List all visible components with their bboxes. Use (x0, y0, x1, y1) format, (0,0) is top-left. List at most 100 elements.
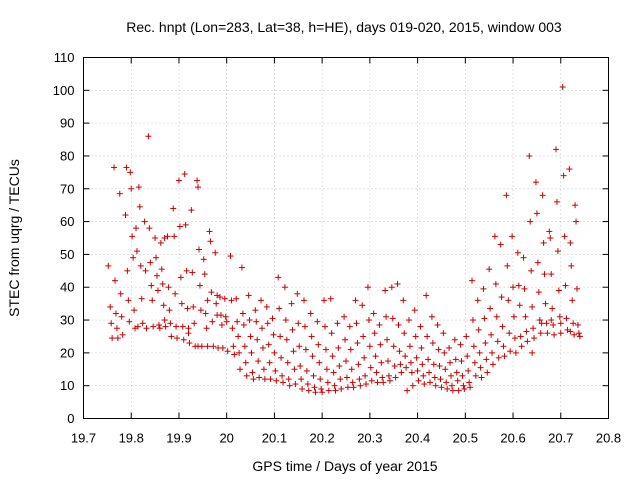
data-point (523, 328, 530, 335)
data-point (234, 318, 241, 325)
data-point (348, 366, 355, 373)
data-point (148, 282, 155, 289)
data-point (477, 364, 484, 371)
data-point (401, 330, 408, 337)
data-point (284, 359, 291, 366)
data-point (409, 382, 416, 389)
data-point (372, 353, 379, 360)
data-point (237, 366, 244, 373)
data-point (539, 192, 546, 199)
data-point (434, 321, 441, 328)
data-point (272, 367, 279, 374)
data-point (420, 372, 427, 379)
data-point (373, 369, 380, 376)
data-point (191, 320, 198, 327)
data-point (174, 335, 181, 342)
data-point (195, 184, 202, 191)
data-point (342, 336, 349, 343)
data-point (143, 325, 150, 332)
data-point (515, 282, 522, 289)
y-tick-labels: 0 10 20 30 40 50 60 70 80 90 100 110 (53, 50, 75, 426)
data-point (217, 312, 224, 319)
data-point (533, 210, 540, 217)
data-point (236, 349, 243, 356)
data-point (219, 344, 226, 351)
data-point (510, 284, 517, 291)
data-point (465, 367, 472, 374)
data-point (197, 307, 204, 314)
data-point (532, 179, 539, 186)
data-point (527, 218, 534, 225)
data-point (227, 253, 234, 260)
data-point (202, 310, 209, 317)
data-point (368, 377, 375, 384)
data-point (506, 330, 513, 337)
data-point (259, 325, 265, 332)
data-point (573, 218, 580, 225)
data-point (560, 172, 567, 179)
data-point (432, 382, 439, 389)
data-point (418, 344, 425, 351)
data-point (329, 353, 336, 360)
data-point (161, 235, 168, 241)
data-point (341, 313, 348, 320)
data-point (130, 254, 137, 261)
data-point (252, 307, 259, 314)
data-point (466, 379, 473, 386)
data-point (377, 341, 384, 348)
data-point (230, 343, 237, 350)
x-tick-label: 19.9 (166, 431, 191, 446)
data-point (135, 184, 142, 191)
data-point (541, 271, 548, 278)
data-point (142, 267, 149, 274)
data-point (398, 369, 405, 376)
data-point (308, 333, 315, 340)
data-point (425, 356, 432, 363)
x-tick-labels: 19.7 19.8 19.9 20 20.1 20.2 20.3 20.4 20.5 20.6 20… (71, 431, 621, 446)
data-point (325, 387, 332, 394)
data-point (414, 367, 421, 374)
data-point (406, 317, 412, 324)
data-point (367, 364, 374, 371)
data-point (310, 372, 317, 379)
x-axis-label: GPS time / Days of year 2015 (252, 458, 437, 474)
data-point (294, 290, 301, 297)
data-point (396, 348, 403, 355)
data-point (437, 376, 444, 383)
data-point (188, 207, 195, 214)
data-point (557, 320, 564, 327)
data-point (435, 346, 442, 353)
data-point (304, 381, 311, 388)
data-point (347, 346, 354, 353)
data-point (255, 358, 262, 365)
data-point (327, 295, 334, 302)
data-point (161, 317, 168, 324)
data-point (299, 385, 306, 392)
data-point (443, 379, 450, 386)
data-point (378, 359, 385, 366)
data-point (555, 287, 562, 294)
data-point (389, 315, 396, 322)
data-point (298, 376, 305, 383)
data-point (366, 343, 373, 350)
y-tick-label: 100 (53, 83, 75, 98)
data-point (336, 362, 343, 369)
data-point (440, 330, 447, 337)
data-point (391, 362, 398, 369)
data-point (570, 320, 577, 327)
x-tick-label: 20.2 (309, 431, 334, 446)
data-point (206, 228, 213, 235)
data-point (492, 280, 499, 287)
data-point (491, 233, 498, 240)
data-point (303, 367, 310, 374)
data-point (444, 385, 451, 392)
data-point (438, 384, 445, 391)
data-point (118, 313, 125, 320)
data-point (179, 323, 186, 330)
y-tick-label: 10 (60, 378, 74, 393)
data-point (400, 297, 407, 304)
data-point (122, 212, 129, 219)
data-point (498, 294, 505, 301)
data-point (505, 297, 512, 304)
data-point (536, 317, 543, 324)
